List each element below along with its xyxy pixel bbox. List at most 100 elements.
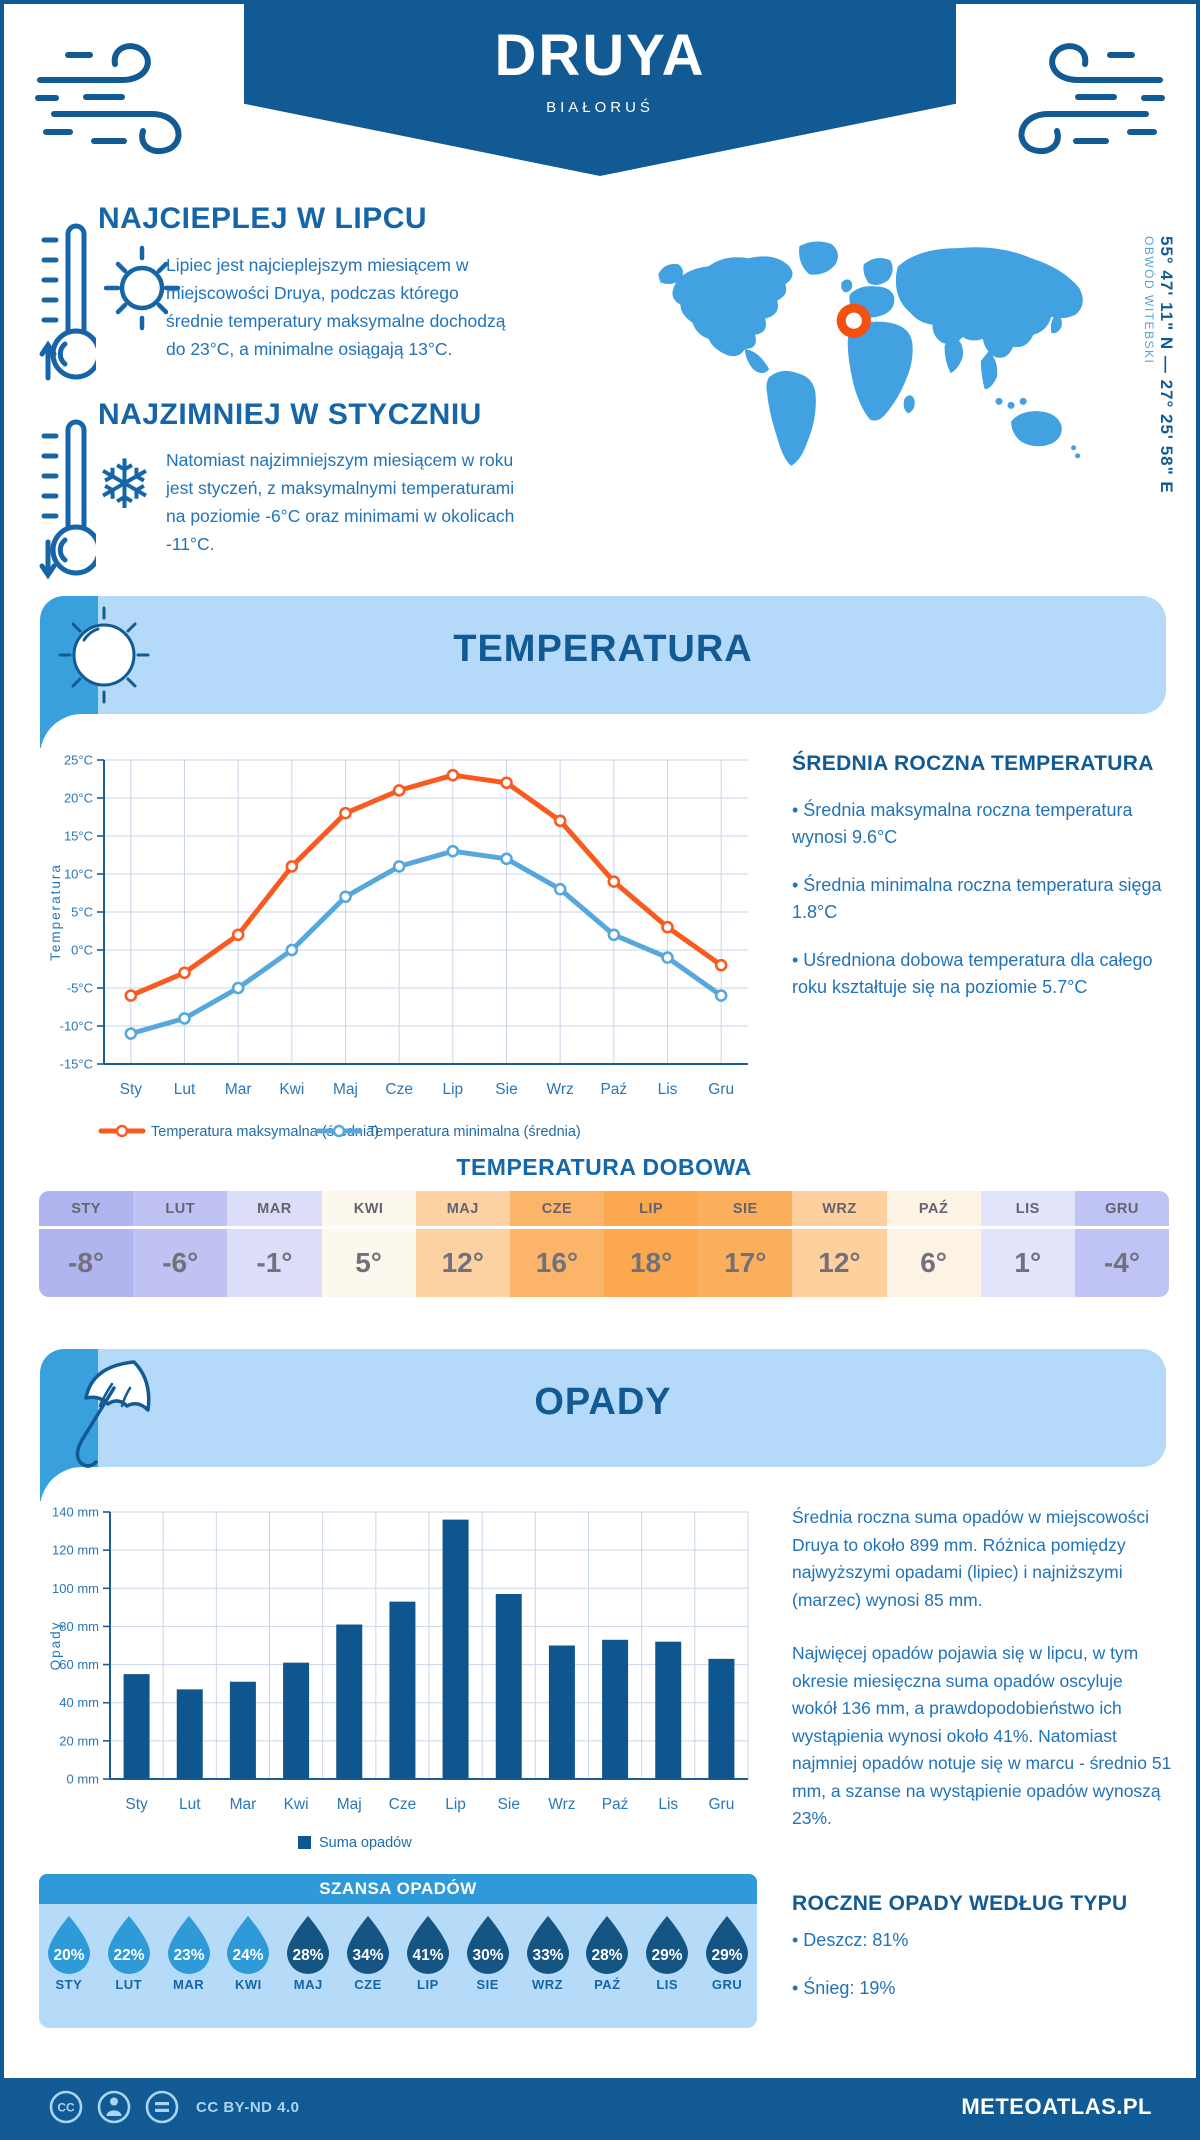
svg-text:Gru: Gru [708,1081,734,1098]
no-derivatives-icon [145,2090,179,2124]
chance-month-label: CZE [354,1977,382,1992]
chance-droplet: 30% SIE [458,1904,518,2028]
droplet-icon: 28% [287,1916,330,1974]
droplet-icon: 20% [47,1916,90,1974]
svg-text:20°C: 20°C [64,791,93,806]
chance-droplet: 28% PAŹ [577,1904,637,2028]
droplet-icon: 23% [167,1916,210,1974]
daily-temp-month: STY [39,1191,134,1229]
svg-text:CC: CC [57,2101,75,2115]
svg-text:Sty: Sty [120,1081,143,1098]
chance-droplet: 41% LIP [398,1904,458,2028]
droplet-icon: 41% [406,1916,449,1974]
svg-text:Maj: Maj [333,1081,358,1098]
svg-text:29%: 29% [652,1947,683,1964]
chance-droplet: 24% KWI [218,1904,278,2028]
precipitation-type-heading: ROCZNE OPADY WEDŁUG TYPU [792,1892,1128,1915]
temperature-section-title: TEMPERATURA [453,628,753,670]
precipitation-banner [98,1349,1166,1467]
svg-text:Lut: Lut [179,1796,201,1813]
svg-text:Lut: Lut [174,1081,196,1098]
thermometer-down-icon [39,419,96,580]
svg-text:20 mm: 20 mm [59,1733,99,1748]
license-label: CC BY-ND 4.0 [196,2098,300,2116]
svg-text:Sie: Sie [498,1796,520,1813]
chance-month-label: SIE [476,1977,499,1992]
svg-text:Temperatura minimalna (średnia: Temperatura minimalna (średnia) [368,1124,581,1140]
svg-text:Mar: Mar [230,1796,257,1813]
type-bullet: • Deszcz: 81% [792,1930,909,1950]
daily-temp-cell: MAJ 12° [415,1191,510,1297]
droplet-icon: 28% [586,1916,629,1974]
svg-text:20%: 20% [53,1947,84,1964]
daily-temp-cell: KWI 5° [321,1191,416,1297]
svg-text:24%: 24% [233,1947,264,1964]
svg-text:25°C: 25°C [64,753,93,768]
license-icons: CC [48,2089,180,2125]
annual-bullet: • Średnia minimalna roczna temperatura s… [792,875,1162,922]
coldest-heading: NAJZIMNIEJ W STYCZNIU [98,398,482,431]
chance-month-label: PAŹ [594,1977,621,1992]
svg-text:Paź: Paź [600,1081,627,1098]
chance-month-label: WRZ [531,1977,564,1992]
warmest-text: Lipiec jest najcieplejszym miesiącem w m… [166,255,506,359]
daily-temp-value: 17° [698,1229,793,1297]
chance-month-label: STY [55,1977,83,1992]
sun-icon [103,245,181,331]
region-text: OBWÓD WITEBSKI [1142,236,1156,365]
precipitation-type-bullets: • Deszcz: 81% • Śnieg: 19% [792,1906,1172,2002]
annual-bullet: • Uśredniona dobowa temperatura dla całe… [792,950,1153,997]
wind-icon [1018,43,1165,155]
daily-temp-value: 12° [415,1229,510,1297]
svg-text:5°C: 5°C [71,905,93,920]
warmest-heading: NAJCIEPLEJ W LIPCU [98,202,428,235]
svg-text:Maj: Maj [337,1796,362,1813]
chance-month-label: MAJ [293,1977,323,1992]
daily-temp-month: KWI [321,1191,416,1229]
svg-text:Cze: Cze [385,1081,413,1098]
svg-text:28%: 28% [592,1947,623,1964]
type-bullet: • Śnieg: 19% [792,1978,896,1998]
chance-droplet: 23% MAR [159,1904,219,2028]
svg-text:Sty: Sty [125,1796,148,1813]
svg-text:22%: 22% [113,1947,144,1964]
chance-of-precipitation-panel: SZANSA OPADÓW 20% STY 22% LUT 23% MAR 24% KWI 28… [39,1874,757,2028]
svg-text:Mar: Mar [225,1081,252,1098]
svg-text:10°C: 10°C [64,867,93,882]
svg-text:Lis: Lis [658,1081,678,1098]
daily-temp-month: PAŹ [886,1191,981,1229]
precipitation-paragraph-2: Najwięcej opadów pojawia się w lipcu, w … [792,1643,1172,1828]
daily-temp-cell: LIS 1° [980,1191,1075,1297]
svg-text:-15°C: -15°C [60,1057,93,1072]
daily-temp-month: LIP [604,1191,699,1229]
svg-text:33%: 33% [532,1947,563,1964]
daily-temp-value: -4° [1074,1229,1169,1297]
svg-text:Cze: Cze [389,1796,417,1813]
svg-text:Lip: Lip [442,1081,463,1098]
svg-text:Temperatura maksymalna (średni: Temperatura maksymalna (średnia) [151,1124,379,1140]
svg-text:60 mm: 60 mm [59,1657,99,1672]
daily-temp-value: 5° [321,1229,416,1297]
chance-droplet: 20% STY [39,1904,99,2028]
svg-text:23%: 23% [173,1947,204,1964]
svg-text:Kwi: Kwi [279,1081,304,1098]
map-marker [836,303,871,338]
svg-text:100 mm: 100 mm [52,1581,99,1596]
umbrella-icon [75,1360,151,1468]
coordinates-text: 55° 47' 11" N — 27° 25' 58" E [1157,236,1176,494]
chance-droplet: 33% WRZ [518,1904,578,2028]
daily-temp-month: LIS [980,1191,1075,1229]
daily-temp-value: 6° [886,1229,981,1297]
header-banner: DRUYA BIAŁORUŚ [244,4,956,176]
chance-month-label: KWI [235,1977,262,1992]
droplet-icon: 33% [526,1916,569,1974]
chance-droplet: 22% LUT [99,1904,159,2028]
droplet-icon: 30% [466,1916,509,1974]
svg-text:Suma opadów: Suma opadów [319,1835,412,1851]
svg-text:Gru: Gru [708,1796,734,1813]
daily-temp-cell: LUT -6° [133,1191,228,1297]
coldest-text: Natomiast najzimniejszym miesiącem w rok… [166,450,515,554]
attribution-person-icon [97,2090,131,2124]
daily-temp-cell: PAŹ 6° [886,1191,981,1297]
